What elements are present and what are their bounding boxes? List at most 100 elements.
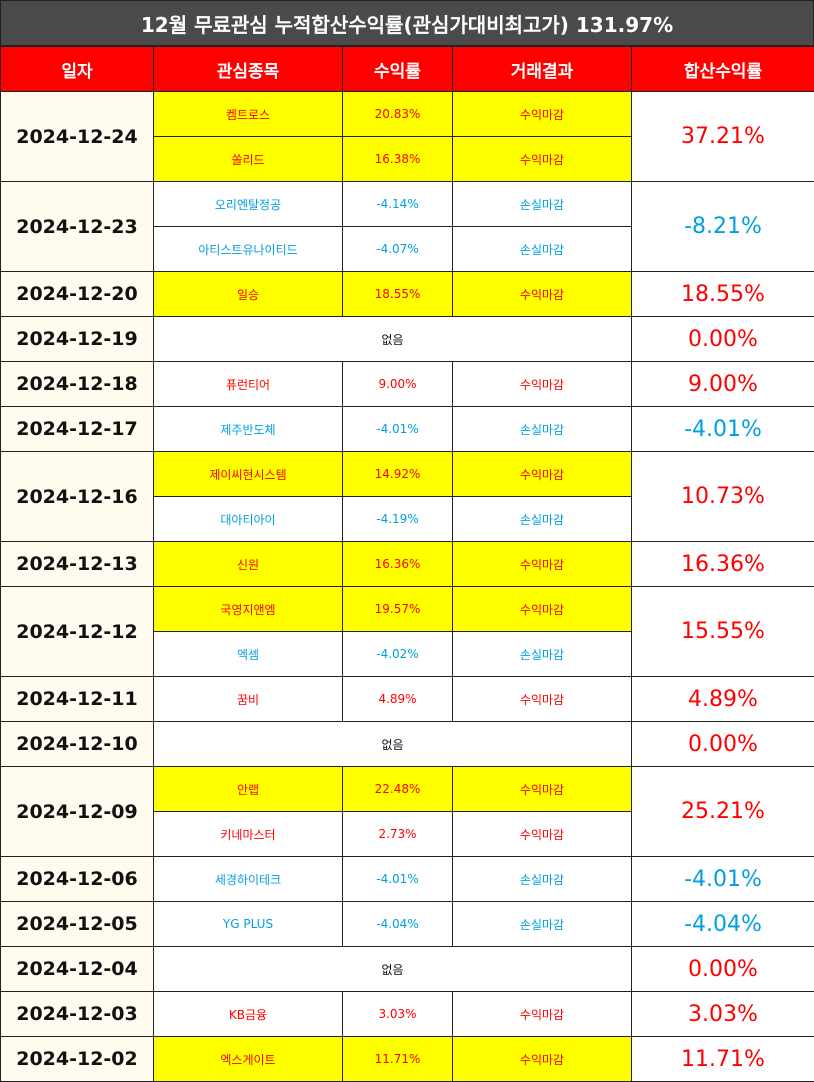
no-stock-cell: 없음: [154, 947, 632, 992]
date-cell: 2024-12-10: [1, 722, 154, 767]
header-result: 거래결과: [453, 47, 632, 92]
header-return: 수익률: [343, 47, 453, 92]
total-return-cell: 3.03%: [632, 992, 814, 1037]
total-return-cell: -4.04%: [632, 902, 814, 947]
trade-result-cell: 손실마감: [453, 857, 632, 902]
return-cell: 11.71%: [343, 1037, 453, 1082]
no-stock-cell: 없음: [154, 722, 632, 767]
return-cell: -4.01%: [343, 857, 453, 902]
date-cell: 2024-12-03: [1, 992, 154, 1037]
total-return-cell: 37.21%: [632, 92, 814, 182]
stock-name-cell: YG PLUS: [154, 902, 343, 947]
total-return-cell: 10.73%: [632, 452, 814, 542]
date-cell: 2024-12-16: [1, 452, 154, 542]
return-cell: 18.55%: [343, 272, 453, 317]
date-cell: 2024-12-06: [1, 857, 154, 902]
return-cell: -4.04%: [343, 902, 453, 947]
header-stock: 관심종목: [154, 47, 343, 92]
header-row: 일자 관심종목 수익률 거래결과 합산수익률: [1, 47, 814, 92]
stock-name-cell: 신원: [154, 542, 343, 587]
date-cell: 2024-12-18: [1, 362, 154, 407]
trade-result-cell: 수익마감: [453, 272, 632, 317]
return-cell: -4.01%: [343, 407, 453, 452]
total-return-cell: -4.01%: [632, 407, 814, 452]
total-return-cell: 18.55%: [632, 272, 814, 317]
trade-result-cell: 수익마감: [453, 137, 632, 182]
return-cell: 2.73%: [343, 812, 453, 857]
trade-result-cell: 수익마감: [453, 542, 632, 587]
stock-name-cell: KB금융: [154, 992, 343, 1037]
date-cell: 2024-12-05: [1, 902, 154, 947]
trade-result-cell: 손실마감: [453, 632, 632, 677]
stock-name-cell: 키네마스터: [154, 812, 343, 857]
return-cell: 9.00%: [343, 362, 453, 407]
total-return-cell: 4.89%: [632, 677, 814, 722]
date-cell: 2024-12-09: [1, 767, 154, 857]
total-return-cell: 0.00%: [632, 947, 814, 992]
return-cell: 4.89%: [343, 677, 453, 722]
no-stock-cell: 없음: [154, 317, 632, 362]
total-return-cell: 11.71%: [632, 1037, 814, 1082]
trade-result-cell: 수익마감: [453, 677, 632, 722]
date-cell: 2024-12-04: [1, 947, 154, 992]
stock-name-cell: 쏠리드: [154, 137, 343, 182]
trade-result-cell: 수익마감: [453, 812, 632, 857]
total-return-cell: 0.00%: [632, 722, 814, 767]
trade-result-cell: 손실마감: [453, 407, 632, 452]
total-return-cell: 0.00%: [632, 317, 814, 362]
trade-result-cell: 손실마감: [453, 902, 632, 947]
return-cell: 19.57%: [343, 587, 453, 632]
stock-name-cell: 엑셈: [154, 632, 343, 677]
trade-result-cell: 손실마감: [453, 182, 632, 227]
stock-name-cell: 제주반도체: [154, 407, 343, 452]
stock-name-cell: 엑스게이트: [154, 1037, 343, 1082]
return-cell: 16.36%: [343, 542, 453, 587]
return-cell: -4.14%: [343, 182, 453, 227]
return-cell: -4.02%: [343, 632, 453, 677]
stock-name-cell: 켐트로스: [154, 92, 343, 137]
trade-result-cell: 수익마감: [453, 992, 632, 1037]
total-return-cell: 25.21%: [632, 767, 814, 857]
stock-name-cell: 대아티아이: [154, 497, 343, 542]
date-cell: 2024-12-11: [1, 677, 154, 722]
total-return-cell: 15.55%: [632, 587, 814, 677]
stock-name-cell: 일승: [154, 272, 343, 317]
stock-name-cell: 퓨런티어: [154, 362, 343, 407]
stock-name-cell: 세경하이테크: [154, 857, 343, 902]
date-cell: 2024-12-12: [1, 587, 154, 677]
total-return-cell: -8.21%: [632, 182, 814, 272]
trade-result-cell: 수익마감: [453, 767, 632, 812]
total-return-cell: 16.36%: [632, 542, 814, 587]
trade-result-cell: 수익마감: [453, 1037, 632, 1082]
stock-name-cell: 오리엔탈정공: [154, 182, 343, 227]
header-date: 일자: [1, 47, 154, 92]
page-title: 12월 무료관심 누적합산수익률(관심가대비최고가) 131.97%: [0, 0, 814, 46]
date-cell: 2024-12-20: [1, 272, 154, 317]
return-cell: 3.03%: [343, 992, 453, 1037]
return-cell: 20.83%: [343, 92, 453, 137]
date-cell: 2024-12-17: [1, 407, 154, 452]
return-cell: -4.07%: [343, 227, 453, 272]
date-cell: 2024-12-23: [1, 182, 154, 272]
return-cell: 22.48%: [343, 767, 453, 812]
total-return-cell: -4.01%: [632, 857, 814, 902]
stock-name-cell: 꿈비: [154, 677, 343, 722]
trade-result-cell: 수익마감: [453, 587, 632, 632]
trade-result-cell: 손실마감: [453, 227, 632, 272]
